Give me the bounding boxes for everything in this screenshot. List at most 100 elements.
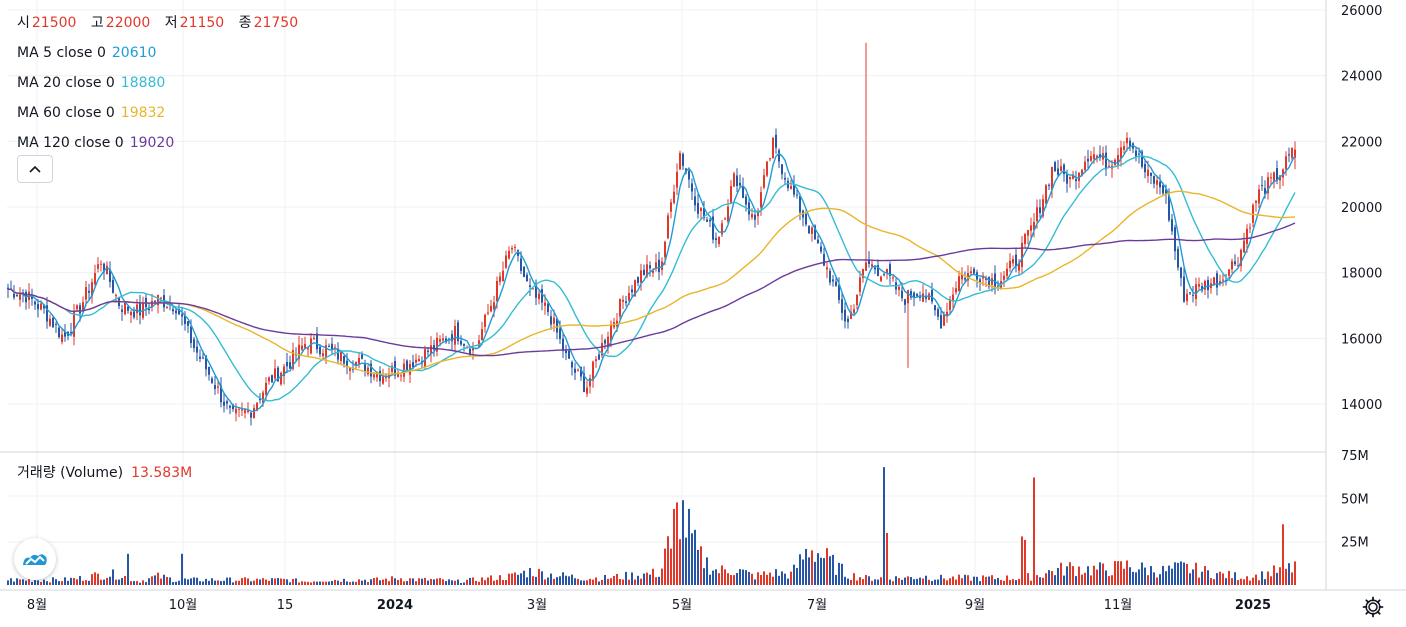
volume-bar <box>1105 570 1107 585</box>
candle-body <box>706 219 708 222</box>
volume-bar <box>925 575 927 585</box>
candle-body <box>1033 221 1035 230</box>
volume-bar <box>412 578 414 585</box>
candle-body <box>1255 200 1257 203</box>
volume-bar <box>91 574 93 585</box>
volume-bar <box>328 581 330 585</box>
candle-body <box>367 367 369 375</box>
candle-body <box>229 405 231 408</box>
volume-bar <box>1201 571 1203 585</box>
volume-bar <box>268 580 270 585</box>
candle-body <box>121 309 123 312</box>
candle-body <box>307 348 309 350</box>
volume-bar <box>394 578 396 585</box>
tradingview-logo[interactable] <box>14 538 56 580</box>
candle-body <box>253 407 255 419</box>
volume-bar <box>181 553 183 585</box>
candle-body <box>901 290 903 299</box>
candle-body <box>793 184 795 195</box>
candle-body <box>505 255 507 268</box>
candle-body <box>724 218 726 220</box>
volume-bar <box>754 579 756 585</box>
volume-bar <box>622 579 624 585</box>
candle-body <box>955 288 957 293</box>
candle-body <box>616 320 618 327</box>
volume-bar <box>856 580 858 585</box>
candle-body <box>247 410 249 412</box>
legend-ma60[interactable]: MA 60 close 0 19832 <box>17 98 308 128</box>
volume-bar <box>601 579 603 585</box>
volume-bar <box>700 546 702 585</box>
volume-bar <box>850 579 852 585</box>
volume-bar <box>874 579 876 585</box>
candle-body <box>88 290 90 293</box>
volume-bar <box>142 580 144 585</box>
candle-body <box>1012 259 1014 264</box>
volume-bar <box>427 580 429 585</box>
volume-bar <box>721 565 723 585</box>
volume-bar <box>154 575 156 585</box>
candle-body <box>103 263 105 272</box>
low-label: 저 <box>164 15 178 31</box>
volume-bar <box>370 579 372 585</box>
candle-body <box>1003 275 1005 280</box>
volume-bar <box>1045 573 1047 585</box>
candle-body <box>343 355 345 364</box>
volume-bar <box>1252 577 1254 585</box>
candle-body <box>211 378 213 383</box>
legend-ma20[interactable]: MA 20 close 0 18880 <box>17 68 308 98</box>
volume-bar <box>1231 578 1233 585</box>
volume-bar <box>1024 539 1026 585</box>
candle-body <box>127 306 129 311</box>
volume-bar <box>562 572 564 585</box>
candle-body <box>412 362 414 368</box>
volume-bar <box>511 573 513 585</box>
candle-body <box>58 327 60 337</box>
volume-bar <box>598 581 600 585</box>
time-tick-label: 9월 <box>965 598 985 613</box>
candle-body <box>1150 172 1152 176</box>
candle-body <box>832 279 834 282</box>
candle-body <box>1099 154 1101 158</box>
volume-bar <box>583 580 585 585</box>
volume-bar <box>79 576 81 585</box>
candle-body <box>808 226 810 234</box>
candle-body <box>196 346 198 353</box>
candle-body <box>64 331 66 337</box>
legend-ma5[interactable]: MA 5 close 0 20610 <box>17 38 308 68</box>
volume-legend[interactable]: 거래량 (Volume) 13.583M <box>17 462 192 482</box>
volume-bar <box>532 576 534 585</box>
volume-bar <box>1096 569 1098 585</box>
candle-body <box>946 311 948 317</box>
candle-body <box>454 325 456 345</box>
candle-body <box>514 247 516 249</box>
candle-body <box>364 363 366 372</box>
volume-bar <box>1219 571 1221 585</box>
volume-bar <box>643 573 645 585</box>
candle-body <box>292 350 294 369</box>
candle-body <box>772 137 774 159</box>
volume-bar <box>466 579 468 585</box>
volume-bar <box>823 558 825 585</box>
volume-bar <box>193 577 195 585</box>
candle-body <box>709 219 711 222</box>
volume-bar <box>319 581 321 585</box>
candle-body <box>781 164 783 175</box>
candle-body <box>565 349 567 354</box>
volume-bar <box>730 575 732 585</box>
volume-bar <box>217 580 219 585</box>
candle-body <box>769 158 771 160</box>
volume-bar <box>373 578 375 585</box>
candle-body <box>589 378 591 387</box>
settings-button[interactable] <box>1360 594 1386 620</box>
volume-bar <box>22 579 24 585</box>
legend-ma120[interactable]: MA 120 close 0 19020 <box>17 128 308 158</box>
legend-collapse-button[interactable] <box>17 155 53 183</box>
volume-bar <box>379 580 381 585</box>
close-value: 21750 <box>253 15 299 31</box>
candle-body <box>682 153 684 166</box>
candle-body <box>910 291 912 298</box>
chart-legend: 시 21500 고 22000 저 21150 종 21750 MA 5 close 0… <box>17 8 308 158</box>
volume-bar <box>751 573 753 585</box>
